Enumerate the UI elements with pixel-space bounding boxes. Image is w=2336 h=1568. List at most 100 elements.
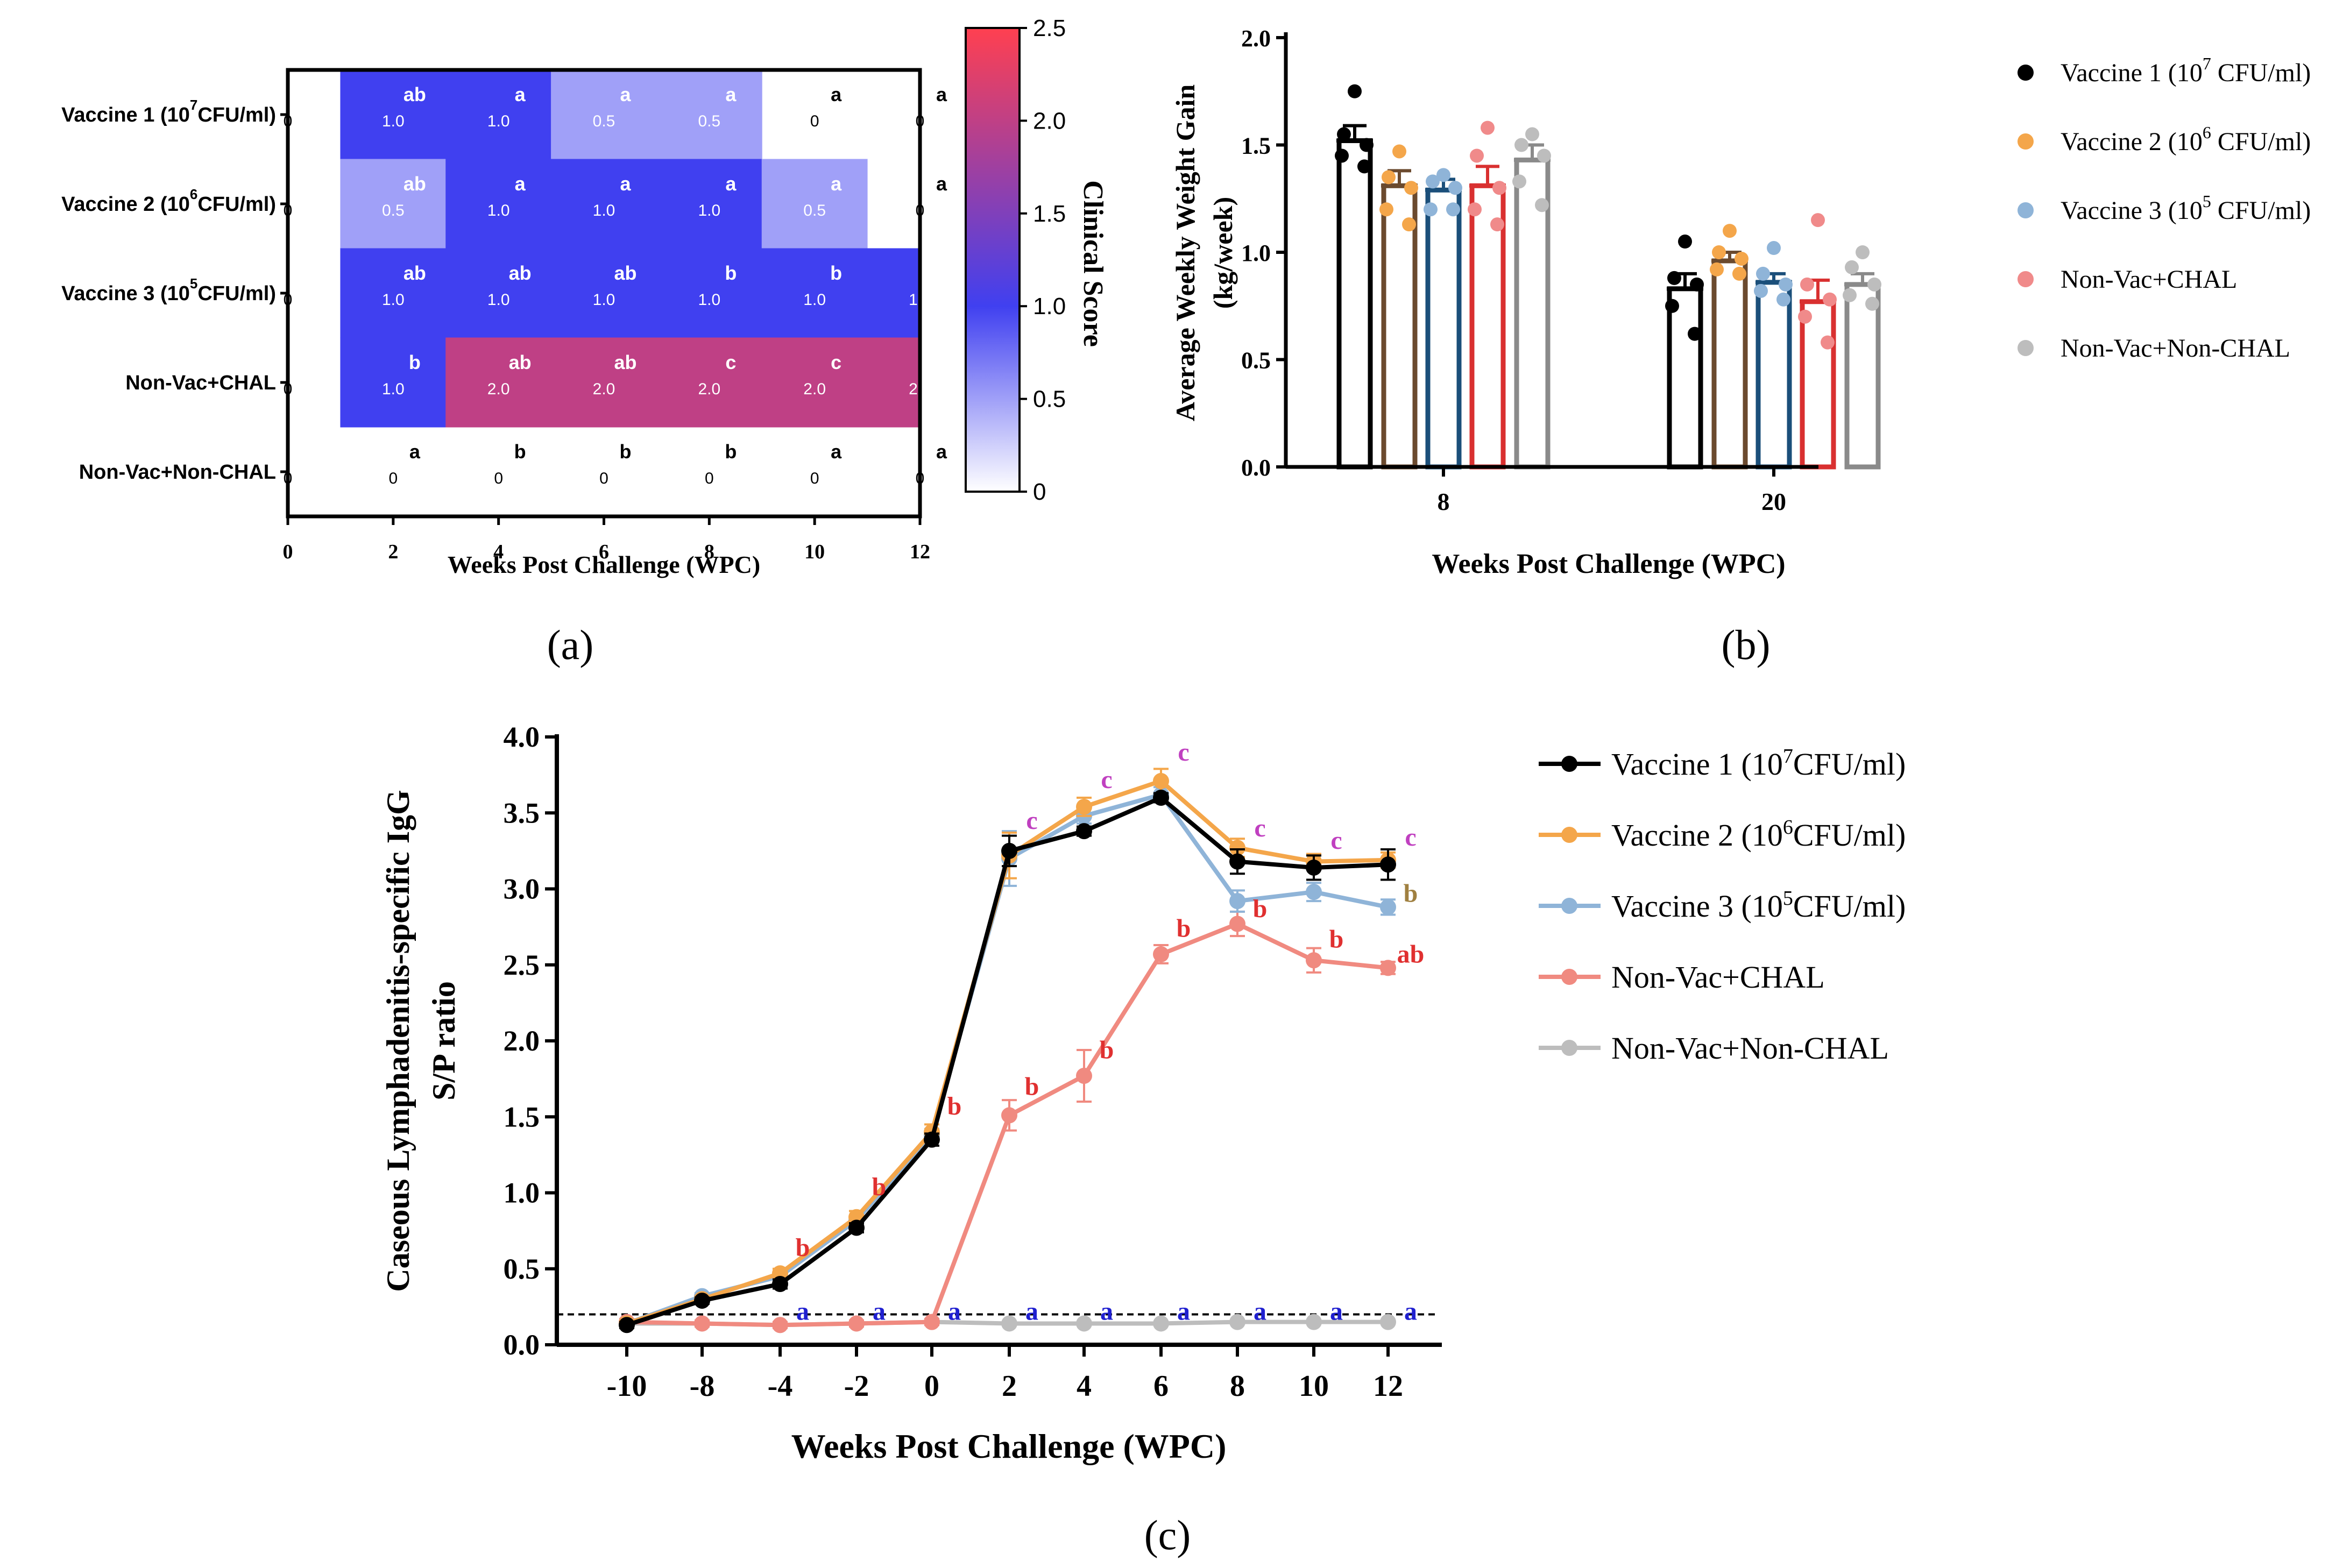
data-point	[772, 1276, 788, 1292]
data-point	[772, 1317, 788, 1333]
data-point	[1357, 159, 1371, 174]
significance-letter: a	[1330, 1297, 1343, 1326]
legend-marker	[1561, 969, 1577, 985]
y-tick-label: 2.5	[504, 949, 540, 981]
significance-letter: a	[1100, 1297, 1113, 1326]
x-tick-label: 0	[924, 1370, 939, 1403]
data-point	[1735, 251, 1749, 266]
data-point	[1380, 960, 1396, 976]
y-tick-label: 0.5	[1241, 347, 1271, 374]
bar	[1755, 280, 1792, 470]
data-point	[1525, 127, 1539, 141]
significance-letter: a	[409, 441, 421, 463]
data-point	[1380, 1314, 1396, 1330]
legend-marker	[2018, 133, 2034, 150]
cell-value-label: 0	[705, 470, 714, 487]
x-tick-label: 10	[804, 541, 825, 563]
colorbar-title: Clinical Score	[1078, 180, 1108, 347]
data-point	[1754, 283, 1768, 298]
cell-value-label: 1.0	[487, 112, 510, 130]
cell-value-label: 2.0	[698, 380, 720, 398]
legend-marker	[1561, 1040, 1577, 1056]
significance-letter: c	[1026, 806, 1037, 835]
significance-letter: a	[515, 173, 526, 195]
legend-marker	[1561, 827, 1577, 843]
cell-value-label: 1.0	[698, 291, 720, 309]
cell-value-label: 0	[810, 470, 819, 487]
significance-letter: b	[409, 351, 421, 373]
legend-label: Vaccine 3 (105CFU/ml)	[1611, 887, 1906, 924]
significance-letter: b	[1100, 1036, 1114, 1065]
data-point	[1678, 235, 1692, 249]
heatmap-cell	[445, 159, 552, 249]
data-point	[1537, 148, 1551, 163]
cell-value-label: 1.0	[593, 291, 615, 309]
data-point	[1865, 296, 1879, 311]
series-line	[626, 795, 1389, 1328]
data-point	[1001, 842, 1017, 859]
data-point	[1153, 946, 1169, 962]
data-point	[924, 1314, 940, 1330]
colorbar-tick-label: 1.5	[1033, 201, 1066, 227]
significance-letter: ab	[1397, 940, 1425, 969]
data-point	[694, 1315, 710, 1332]
cell-value-label: 2.0	[803, 380, 826, 398]
cell-value-label: 0.5	[382, 202, 405, 219]
data-point	[1229, 840, 1245, 856]
x-axis-title: Weeks Post Challenge (WPC)	[448, 551, 760, 578]
x-tick-label: 2	[388, 541, 398, 563]
data-point	[1690, 277, 1704, 292]
legend-marker	[1561, 756, 1577, 772]
cell-value-label: 1.0	[487, 202, 510, 219]
data-point	[1306, 859, 1322, 876]
significance-letter: c	[725, 351, 736, 373]
x-axis-title: Weeks Post Challenge (WPC)	[1432, 549, 1785, 579]
cell-value-label: 2.0	[593, 380, 615, 398]
significance-letter: a	[936, 441, 947, 463]
significance-letter: c	[1330, 826, 1342, 855]
data-point	[1798, 309, 1812, 324]
significance-letter: a	[620, 83, 631, 105]
legend-marker	[2018, 340, 2034, 356]
significance-letter: b	[620, 441, 632, 463]
heatmap-cell	[656, 337, 762, 428]
data-point	[1776, 292, 1790, 307]
significance-letter: a	[936, 173, 947, 195]
significance-letter: a	[1177, 1297, 1190, 1326]
significance-letter: a	[620, 173, 631, 195]
data-point	[1306, 1314, 1322, 1330]
legend-label: Vaccine 2 (106CFU/ml)	[1611, 816, 1906, 853]
x-tick-label: -10	[607, 1370, 647, 1403]
data-point	[1436, 168, 1450, 182]
data-point	[924, 1131, 940, 1148]
series-line	[626, 792, 1389, 1326]
panel-b-caption: (b)	[1722, 621, 1771, 668]
significance-letter: b	[1025, 1072, 1039, 1101]
data-point	[1001, 1315, 1017, 1332]
legend-marker	[2018, 271, 2034, 287]
significance-letter: b	[830, 262, 842, 284]
y-tick-label: 1.5	[1241, 133, 1271, 159]
data-point	[1481, 120, 1495, 135]
x-axis-title: Weeks Post Challenge (WPC)	[791, 1427, 1227, 1465]
significance-letter: ab	[404, 83, 426, 105]
cell-value-label: 1.0	[382, 380, 405, 398]
heatmap-cell	[761, 159, 868, 249]
y-tick-label: 2.0	[1241, 25, 1271, 52]
data-point	[1229, 853, 1245, 870]
data-point	[1732, 266, 1746, 281]
x-tick-label: -4	[768, 1370, 793, 1403]
row-label: Vaccine 2 (106CFU/ml)	[61, 186, 276, 216]
panel-b-bar-chart: 0.0 0.5 1.0 1.5 2.0 8 20 Weeks Post Challenge (…	[1170, 25, 2311, 579]
x-tick-label: 6	[599, 541, 609, 563]
legend-label: Non-Vac+Non-CHAL	[2061, 334, 2290, 363]
cell-value-label: 1.0	[593, 202, 615, 219]
cell-value-label: 0	[388, 470, 398, 487]
cell-value-label: 0	[494, 470, 503, 487]
data-point	[1712, 245, 1726, 259]
heatmap-cell	[551, 159, 657, 249]
cell-value-label: 1.0	[698, 202, 720, 219]
